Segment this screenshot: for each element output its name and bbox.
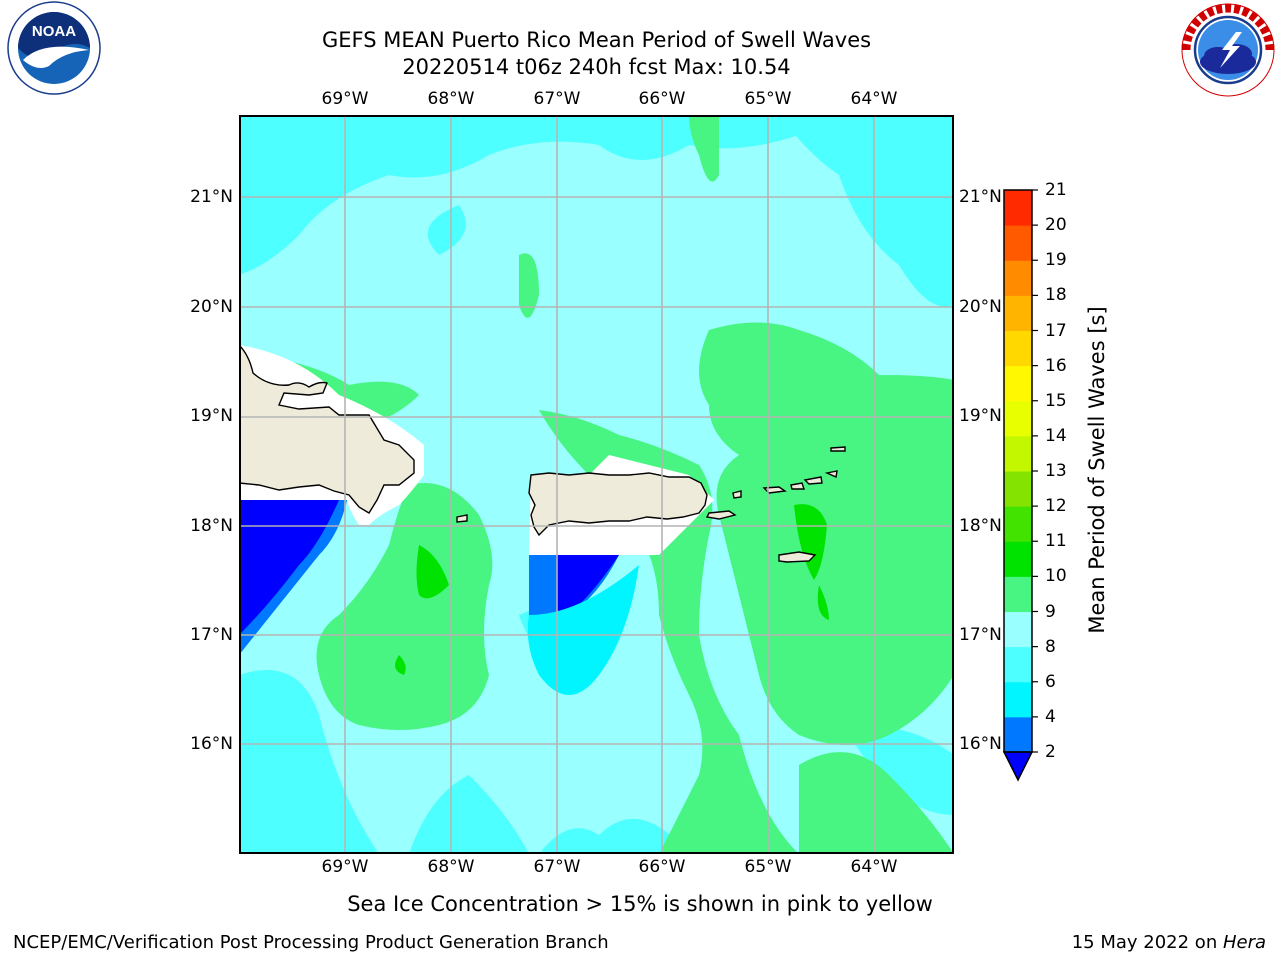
lat-label-left: 21°N: [190, 187, 233, 207]
lat-label-right: 18°N: [959, 516, 1002, 536]
colorbar-segment: [1004, 576, 1032, 612]
swell-contour-8-9: [239, 115, 954, 854]
noaa-logo-text: NOAA: [32, 23, 76, 40]
lon-label-bottom: 64°W: [850, 857, 898, 877]
colorbar-under-arrow: [1002, 751, 1034, 782]
st-john-island: [790, 482, 805, 490]
lat-label-left: 18°N: [190, 516, 233, 536]
colorbar-segment: [1004, 471, 1032, 507]
lat-label-left: 16°N: [190, 734, 233, 754]
colorbar-tick-label: 8: [1045, 636, 1056, 657]
sea-ice-note: Sea Ice Concentration > 15% is shown in …: [347, 892, 933, 916]
colorbar-segment: [1004, 435, 1032, 472]
tortola-island: [803, 476, 823, 485]
anegada-island: [830, 446, 846, 452]
chart-title: GEFS MEAN Puerto Rico Mean Period of Swe…: [321, 28, 872, 52]
vieques-island: [705, 510, 737, 520]
colorbar-tick-label: 10: [1045, 566, 1067, 587]
colorbar-segment: [1004, 506, 1032, 542]
footer-host: Hera: [1222, 932, 1266, 953]
colorbar-segment: [1004, 646, 1032, 683]
lat-label-left: 19°N: [190, 406, 233, 426]
chart-subtitle: 20220514 t06z 240h fcst Max: 10.54: [402, 55, 791, 79]
lat-label-right: 21°N: [959, 187, 1002, 207]
graticule: [239, 115, 954, 854]
colorbar-segment: [1004, 295, 1032, 331]
footer-credit: NCEP/EMC/Verification Post Processing Pr…: [13, 932, 609, 953]
hispaniola-land: [239, 344, 415, 514]
colorbar-segment: [1004, 225, 1032, 261]
lon-label-top: 68°W: [427, 89, 475, 109]
lon-label-bottom: 67°W: [533, 857, 581, 877]
lon-label-bottom: 69°W: [321, 857, 369, 877]
lat-label-left: 17°N: [190, 625, 233, 645]
lon-label-top: 66°W: [638, 89, 686, 109]
map-panel: [239, 115, 954, 854]
colorbar-tick-label: 21: [1045, 180, 1067, 200]
lon-label-top: 64°W: [850, 89, 898, 109]
colorbar-segment: [1004, 541, 1032, 577]
mona-island: [456, 514, 468, 523]
swell-contour-10-11: [395, 504, 829, 675]
colorbar-segment: [1004, 190, 1032, 226]
lat-label-right: 17°N: [959, 625, 1002, 645]
footer-date-text: 15 May 2022 on: [1071, 932, 1223, 953]
footer-date: 15 May 2022 on Hera: [1072, 932, 1266, 953]
colorbar-tick-label: 19: [1045, 250, 1067, 271]
virgin-gorda-island: [824, 470, 838, 479]
st-croix-island: [778, 551, 817, 563]
colorbar-tick-label: 18: [1045, 285, 1067, 306]
colorbar-segment: [1004, 365, 1032, 402]
colorbar-tick-label: 4: [1045, 706, 1056, 727]
colorbar-tick-label: 15: [1045, 390, 1067, 411]
swell-lee-shadow: [239, 500, 639, 695]
colorbar-tick-label: 6: [1045, 671, 1056, 692]
colorbar-tick-label: 17: [1045, 320, 1067, 341]
colorbar-tick-label: 12: [1045, 496, 1067, 517]
lon-label-bottom: 65°W: [744, 857, 792, 877]
colorbar-segment: [1004, 260, 1032, 296]
colorbar-segment: [1004, 611, 1032, 648]
colorbar: [1002, 189, 1038, 782]
lon-label-top: 67°W: [533, 89, 581, 109]
colorbar-tick-label: 16: [1045, 355, 1067, 376]
swell-contour-9-10: [259, 115, 954, 854]
lat-label-right: 20°N: [959, 297, 1002, 317]
colorbar-segment: [1004, 400, 1032, 437]
lon-label-bottom: 68°W: [427, 857, 475, 877]
lon-label-top: 69°W: [321, 89, 369, 109]
colorbar-tick-label: 13: [1045, 461, 1067, 481]
nws-logo: [1181, 3, 1275, 97]
colorbar-tick-label: 14: [1045, 425, 1067, 446]
map-frame: [239, 115, 954, 854]
culebra-island: [732, 490, 742, 499]
lat-label-right: 19°N: [959, 406, 1002, 426]
noaa-logo: NOAA: [7, 1, 101, 95]
colorbar-tick-label: 11: [1045, 531, 1067, 552]
lon-label-top: 65°W: [744, 89, 792, 109]
colorbar-segment: [1004, 681, 1032, 718]
lon-label-bottom: 66°W: [638, 857, 686, 877]
colorbar-tick-label: 20: [1045, 215, 1067, 236]
lat-label-left: 20°N: [190, 297, 233, 317]
colorbar-segment: [1004, 330, 1032, 367]
colorbar-segment: [1004, 716, 1032, 753]
lat-label-right: 16°N: [959, 734, 1002, 754]
colorbar-tick-label: 2: [1045, 742, 1056, 762]
colorbar-tick-label: 9: [1045, 601, 1056, 622]
colorbar-label: Mean Period of Swell Waves [s]: [1085, 306, 1109, 634]
